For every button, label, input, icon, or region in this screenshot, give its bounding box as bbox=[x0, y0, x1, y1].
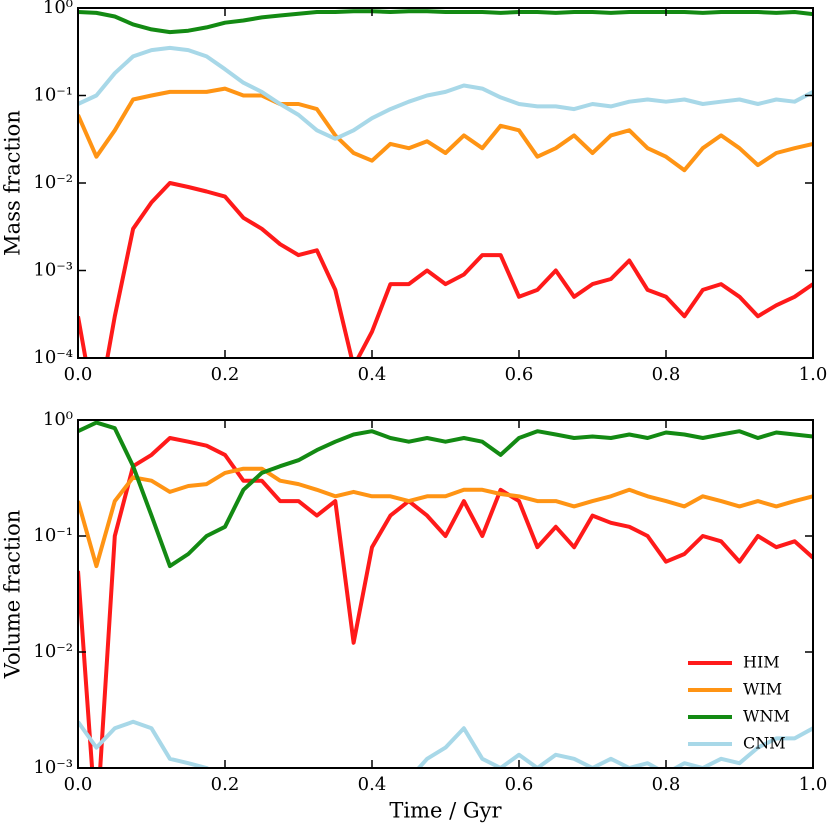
series-line bbox=[78, 181, 813, 358]
x-tick-label: 0.6 bbox=[505, 774, 534, 795]
x-tick-label: 1.0 bbox=[799, 364, 828, 385]
x-axis-label: Time / Gyr bbox=[389, 799, 502, 823]
y-tick-label: 10⁻³ bbox=[33, 260, 73, 281]
x-tick-label: 0.8 bbox=[652, 364, 681, 385]
legend-label: WIM bbox=[743, 680, 782, 699]
series-line bbox=[78, 86, 813, 173]
y-tick-label: 10⁰ bbox=[43, 409, 73, 430]
y-tick-label: 10⁻² bbox=[33, 641, 73, 662]
x-tick-label: 0.0 bbox=[64, 364, 93, 385]
y-tick-label: 10⁻³ bbox=[33, 757, 73, 778]
legend-label: HIM bbox=[743, 653, 780, 672]
plot-area bbox=[78, 9, 813, 358]
series-line bbox=[78, 436, 813, 768]
y-axis-label: Mass fraction bbox=[1, 110, 25, 256]
series-line bbox=[78, 719, 813, 768]
y-tick-label: 10⁰ bbox=[43, 0, 73, 18]
x-tick-label: 1.0 bbox=[799, 774, 828, 795]
axes-frame bbox=[77, 419, 814, 769]
plot-area bbox=[78, 420, 813, 768]
x-tick-label: 0.6 bbox=[505, 364, 534, 385]
series-line bbox=[78, 466, 813, 569]
x-tick-label: 0.4 bbox=[358, 774, 387, 795]
legend-label: WNM bbox=[743, 707, 790, 726]
x-tick-label: 0.8 bbox=[652, 774, 681, 795]
axes-frame bbox=[77, 7, 814, 359]
series-line bbox=[78, 45, 813, 141]
x-tick-label: 0.2 bbox=[211, 774, 240, 795]
y-tick-label: 10⁻⁴ bbox=[33, 347, 73, 368]
x-tick-label: 0.4 bbox=[358, 364, 387, 385]
x-tick-label: 0.2 bbox=[211, 364, 240, 385]
y-tick-label: 10⁻¹ bbox=[33, 85, 73, 106]
series-line bbox=[78, 420, 813, 569]
x-tick-label: 0.0 bbox=[64, 774, 93, 795]
legend-label: CNM bbox=[743, 734, 786, 753]
y-tick-label: 10⁻² bbox=[33, 172, 73, 193]
y-tick-label: 10⁻¹ bbox=[33, 525, 73, 546]
series-line bbox=[78, 9, 813, 35]
y-axis-label: Volume fraction bbox=[1, 510, 25, 680]
